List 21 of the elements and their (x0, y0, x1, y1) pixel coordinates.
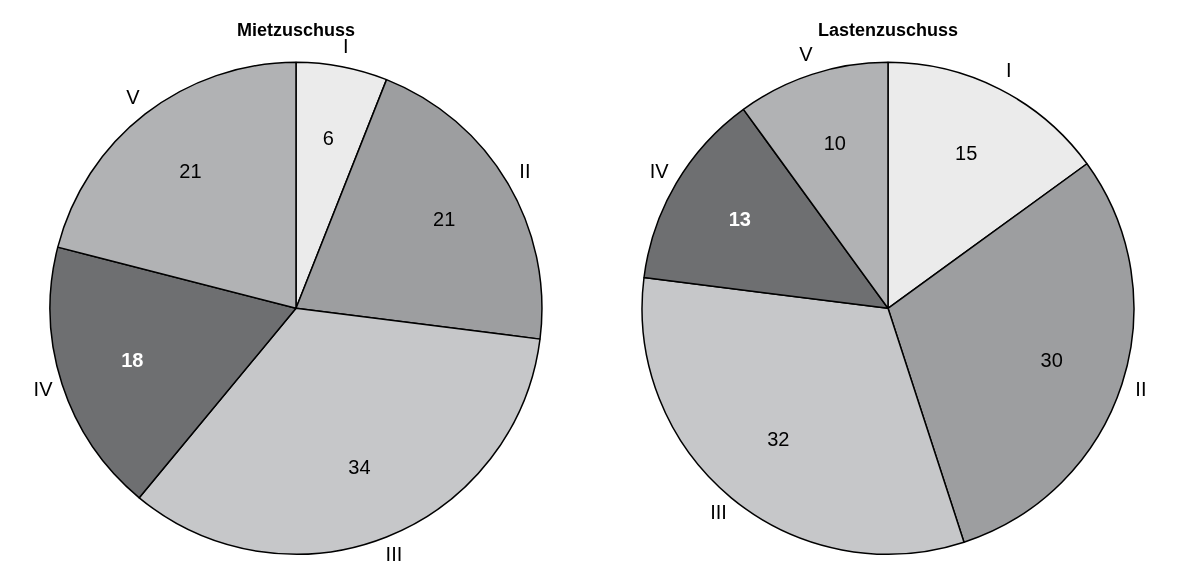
slice-label: III (710, 500, 727, 523)
slice-label: III (385, 543, 403, 566)
data-label: 15 (955, 142, 978, 165)
data-label: 18 (121, 349, 144, 372)
data-label: 30 (1040, 349, 1063, 372)
chart-title: Mietzuschuss (236, 19, 356, 40)
slice-label: II (1135, 378, 1147, 400)
slice-label: V (126, 85, 141, 108)
data-label: 21 (179, 159, 202, 182)
slice-label: IV (33, 378, 54, 400)
slice-label: I (1005, 58, 1012, 81)
data-label: 13 (728, 208, 751, 231)
slice-label: II (519, 160, 531, 183)
slice-label: V (799, 42, 814, 65)
chart-title: Lastenzuschuss (817, 19, 959, 40)
data-label: 34 (348, 455, 371, 478)
data-label: 32 (767, 428, 790, 451)
data-label: 10 (823, 132, 846, 155)
slice-label: IV (649, 160, 670, 183)
data-label: 21 (433, 208, 456, 231)
data-label: 6 (322, 126, 334, 149)
